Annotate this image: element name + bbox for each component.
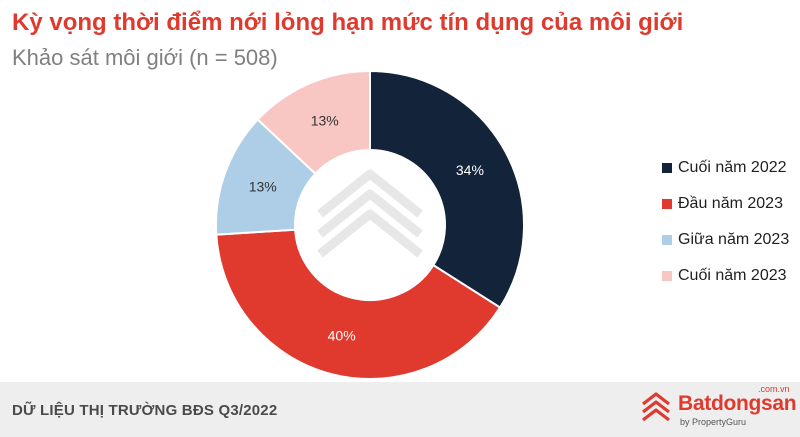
slice-data-label: 13% [249,178,277,194]
legend-item-giua-nam-2023: Giữa năm 2023 [662,222,789,258]
batdongsan-logo-icon [642,392,670,422]
legend-item-dau-nam-2023: Đầu năm 2023 [662,186,789,222]
slice-data-label: 34% [456,162,484,178]
chart-legend: Cuối năm 2022 Đầu năm 2023 Giữa năm 2023… [662,150,789,294]
chart-subtitle: Khảo sát môi giới (n = 508) [12,45,278,70]
brand-logo[interactable]: .com.vn Batdongsan by PropertyGuru [640,384,797,430]
legend-swatch [662,271,672,281]
donut-chart: 34% 40% 13% 13% [215,69,525,380]
slice-data-label: 40% [328,327,356,343]
data-source-label: DỮ LIỆU THỊ TRƯỜNG BĐS Q3/2022 [12,402,278,419]
legend-item-cuoi-nam-2023: Cuối năm 2023 [662,258,789,294]
slice-data-label: 13% [311,112,339,128]
brand-tagline: by PropertyGuru [680,417,747,427]
donut-slice [369,69,525,309]
brand-name: Batdongsan [678,392,797,415]
legend-label: Đầu năm 2023 [678,195,783,212]
brand-domain: .com.vn [758,384,790,394]
legend-label: Giữa năm 2023 [678,231,790,248]
legend-swatch [662,163,672,173]
legend-label: Cuối năm 2022 [678,159,787,176]
batdongsan-logo-watermark-icon [317,169,423,258]
donut-slice [256,69,371,176]
donut-slice [215,228,502,380]
legend-swatch [662,199,672,209]
chart-title: Kỳ vọng thời điểm nới lỏng hạn mức tín d… [12,9,684,36]
footer-bar: DỮ LIỆU THỊ TRƯỜNG BĐS Q3/2022 .com.vn B… [0,382,800,437]
legend-item-cuoi-nam-2022: Cuối năm 2022 [662,150,789,186]
legend-label: Cuối năm 2023 [678,267,787,284]
legend-swatch [662,235,672,245]
